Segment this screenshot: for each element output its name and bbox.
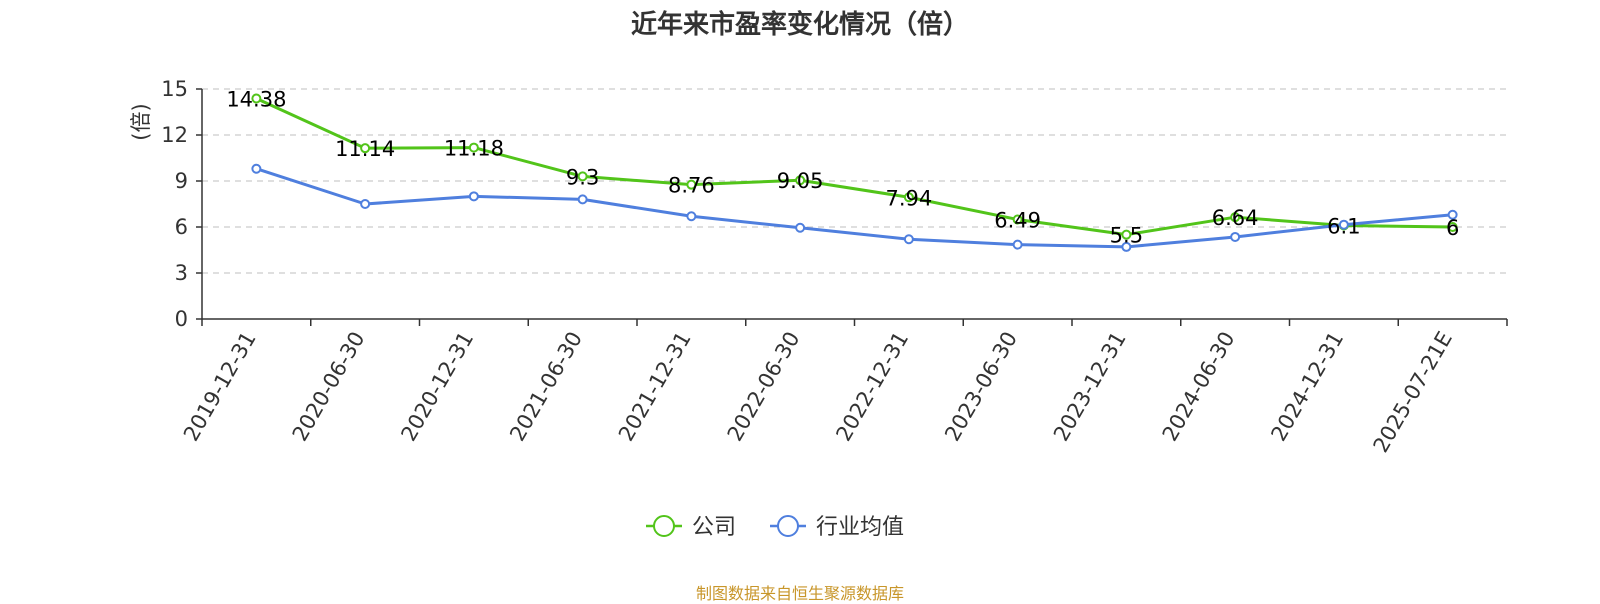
- x-tick-label: 2021-12-31: [614, 328, 696, 446]
- data-point: [686, 179, 697, 190]
- legend-item: 公司: [646, 515, 736, 540]
- series: [251, 93, 1458, 252]
- data-point: [1447, 222, 1458, 232]
- x-tick-label: 2024-12-31: [1266, 328, 1348, 446]
- data-point: [251, 163, 262, 174]
- data-point: [1230, 231, 1241, 242]
- legend: 公司 行业均值: [646, 515, 904, 540]
- data-label: 5.5: [1110, 224, 1143, 248]
- data-label: 8.76: [668, 174, 715, 198]
- chart-title: 近年来市盈率变化情况（倍）: [630, 10, 969, 40]
- y-tick-label: 0: [175, 307, 188, 331]
- data-point: [468, 191, 479, 202]
- data-labels: 14.38 11.14 11.18 9.3 8.76 9.05 7.94 6.49 5.5 6.6…: [226, 88, 1459, 248]
- y-tick-label: 9: [175, 169, 188, 193]
- data-point: [360, 143, 371, 154]
- legend-item: 行业均值: [770, 515, 904, 540]
- data-point: [1121, 229, 1132, 240]
- data-label: 6: [1446, 216, 1459, 240]
- data-point: [251, 93, 262, 104]
- data-point: [795, 175, 806, 186]
- y-tick-label: 15: [161, 77, 188, 101]
- data-point: [360, 199, 371, 209]
- x-tick-label: 2022-06-30: [723, 328, 805, 446]
- legend-swatch-marker: [653, 515, 675, 537]
- data-point: [1447, 209, 1458, 220]
- data-label: 9.05: [777, 169, 824, 193]
- x-tick-label: 2020-06-30: [288, 328, 370, 446]
- x-tick-label: 2023-12-31: [1049, 328, 1131, 446]
- data-label: 14.38: [226, 88, 286, 112]
- y-tick-label: 12: [161, 123, 188, 147]
- axes: 0 3 6 9 12 15 2019-12-31 2020-06-30 2020-12-31 20…: [161, 77, 1508, 457]
- x-tick-label: 2023-06-30: [940, 328, 1022, 446]
- data-label: 9.3: [566, 165, 599, 189]
- x-tick-label: 2020-12-31: [396, 328, 478, 446]
- data-label: 11.14: [335, 137, 395, 161]
- data-label: 11.18: [444, 137, 504, 161]
- data-point: [577, 194, 588, 205]
- data-point: [577, 171, 588, 182]
- grid-lines: [202, 88, 1507, 274]
- x-tick-label: 2024-06-30: [1158, 328, 1240, 446]
- data-point: [1338, 219, 1349, 230]
- legend-label: 公司: [692, 515, 736, 540]
- legend-label: 行业均值: [816, 515, 904, 540]
- data-label: 7.94: [885, 186, 932, 210]
- data-label: 6.1: [1327, 214, 1360, 238]
- series-line: [255, 167, 1453, 249]
- data-point: [1012, 214, 1023, 225]
- source-note: 制图数据来自恒生聚源数据库: [695, 584, 904, 603]
- data-point: [795, 222, 806, 233]
- data-label: 6.64: [1212, 206, 1259, 230]
- x-tick-label: 2022-12-31: [831, 328, 913, 446]
- x-tick-label: 2025-07-21E: [1369, 328, 1457, 457]
- y-tick-label: 3: [175, 261, 188, 285]
- data-label: 6.49: [994, 208, 1041, 232]
- data-point: [686, 211, 697, 222]
- y-axis-label: (倍): [129, 103, 153, 140]
- data-point: [1230, 212, 1241, 223]
- data-point: [903, 192, 914, 203]
- legend-swatch-marker: [777, 515, 799, 537]
- data-point: [1012, 239, 1023, 250]
- x-tick-label: 2019-12-31: [179, 328, 261, 446]
- data-point: [903, 234, 914, 245]
- x-tick-label: 2021-06-30: [505, 328, 587, 446]
- y-tick-label: 6: [175, 215, 188, 239]
- data-point: [1121, 241, 1132, 252]
- series-line: [255, 97, 1453, 237]
- data-point: [468, 142, 479, 153]
